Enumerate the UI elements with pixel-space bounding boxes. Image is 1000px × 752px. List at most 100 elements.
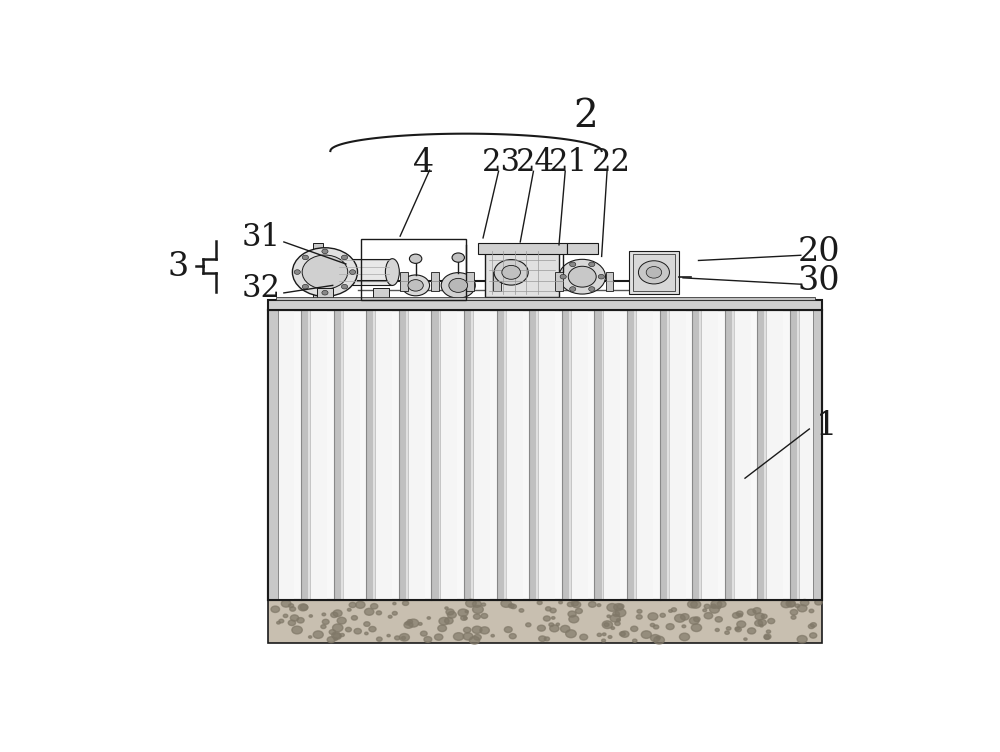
Bar [366,311,373,600]
Bar [276,297,815,300]
Circle shape [669,610,672,612]
Circle shape [461,616,467,620]
Circle shape [675,614,685,622]
Bar [431,272,439,290]
Circle shape [393,602,396,605]
Circle shape [473,614,480,619]
Circle shape [332,632,341,638]
Circle shape [388,615,392,618]
Circle shape [334,638,337,641]
Circle shape [715,629,719,632]
Bar [734,311,751,600]
Circle shape [449,278,468,293]
Circle shape [453,632,464,641]
Circle shape [604,623,609,626]
Bar [268,311,822,600]
Circle shape [481,614,488,618]
Circle shape [543,616,550,621]
Circle shape [570,262,576,267]
Bar [313,243,323,301]
Bar [699,311,702,600]
Circle shape [753,608,761,614]
Circle shape [333,633,341,639]
Bar [409,311,425,600]
Circle shape [321,625,326,629]
Text: 31: 31 [241,223,280,253]
Bar [268,311,822,600]
Circle shape [387,635,390,637]
Circle shape [725,631,729,635]
Circle shape [465,611,468,613]
Circle shape [633,639,637,642]
Circle shape [458,609,468,617]
Circle shape [331,612,338,617]
Circle shape [682,625,686,628]
Circle shape [781,600,791,608]
Circle shape [764,635,770,639]
Bar [702,311,718,600]
Circle shape [298,604,308,611]
Circle shape [508,604,514,608]
Bar [343,311,360,600]
Circle shape [570,287,576,291]
Circle shape [441,273,475,298]
Circle shape [638,261,669,284]
Circle shape [735,627,741,632]
Circle shape [290,615,299,621]
Circle shape [704,605,710,608]
Circle shape [445,617,453,624]
Circle shape [613,611,619,617]
Circle shape [795,604,800,608]
Circle shape [283,614,288,617]
Circle shape [463,632,473,640]
Circle shape [711,604,716,608]
Bar [471,311,474,600]
Bar [464,311,471,600]
Circle shape [395,636,400,640]
Circle shape [469,636,480,644]
Bar [800,311,816,600]
Circle shape [404,622,413,629]
Bar [667,311,669,600]
Bar [278,311,294,600]
Circle shape [597,604,601,607]
Circle shape [294,270,300,274]
Circle shape [679,633,690,641]
Bar [634,311,637,600]
Circle shape [494,259,528,285]
Circle shape [297,617,304,623]
Bar [569,311,572,600]
Circle shape [766,630,771,633]
Circle shape [611,626,615,629]
Text: 21: 21 [549,147,588,178]
Circle shape [544,637,550,641]
Circle shape [764,634,771,639]
Circle shape [580,634,588,640]
Circle shape [405,622,409,625]
Circle shape [302,255,348,289]
Bar [308,311,311,600]
Bar [376,311,392,600]
Bar [764,311,767,600]
Circle shape [758,620,766,626]
Bar [301,311,308,600]
Circle shape [292,626,302,634]
Circle shape [589,287,595,291]
Circle shape [327,637,335,643]
Circle shape [418,623,422,625]
Circle shape [653,625,659,629]
Circle shape [681,614,689,620]
Circle shape [615,609,626,617]
Circle shape [768,618,775,623]
Circle shape [556,623,560,626]
Circle shape [646,266,662,278]
Circle shape [501,599,511,608]
Circle shape [602,639,606,642]
Circle shape [271,606,280,612]
Circle shape [788,601,795,607]
Bar [604,311,620,600]
Bar [692,311,699,600]
Bar [606,272,613,290]
Circle shape [703,609,707,611]
Circle shape [636,614,642,619]
